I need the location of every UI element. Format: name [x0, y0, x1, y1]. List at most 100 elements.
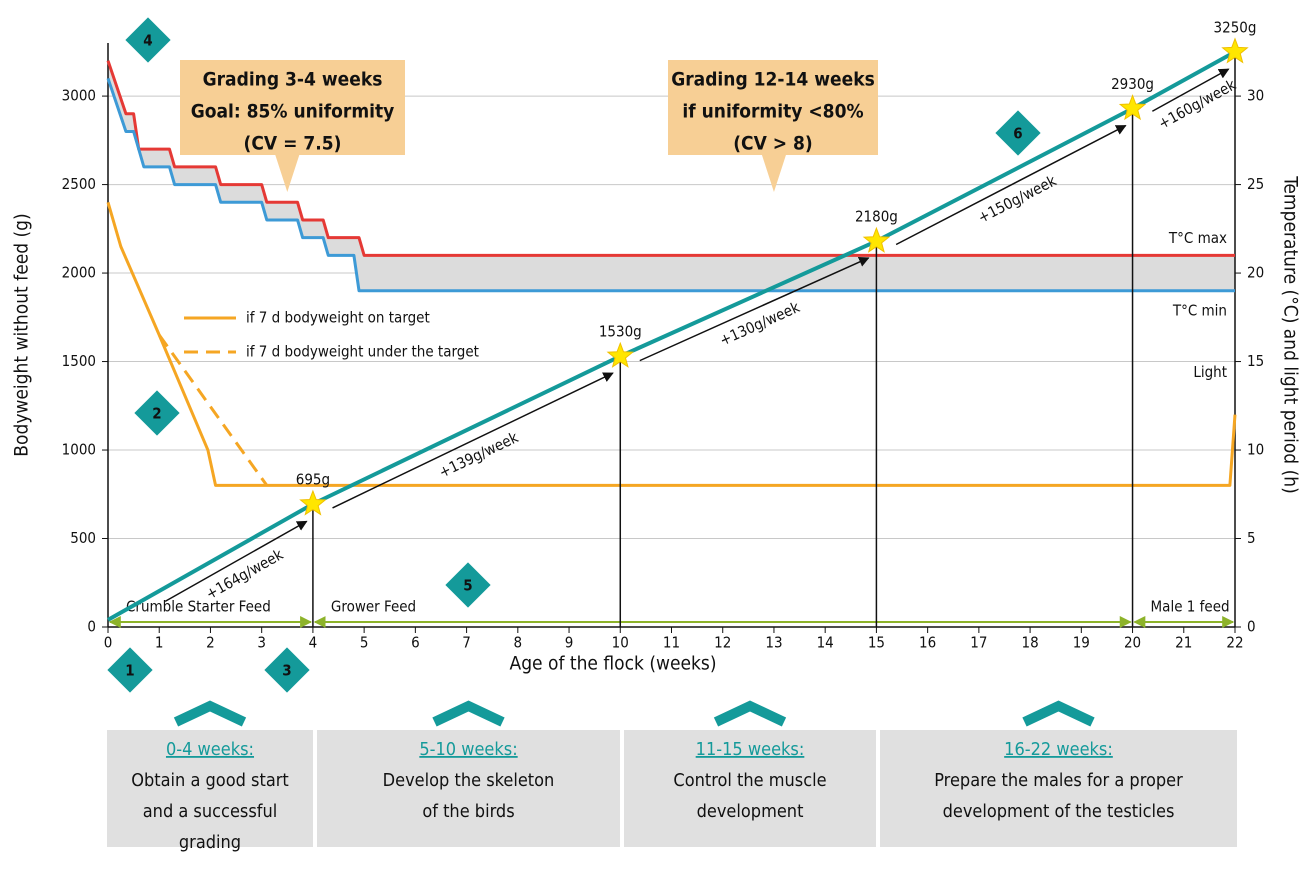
badge-number: 1 — [125, 662, 134, 680]
phase-text: Obtain a good start — [131, 770, 289, 791]
phase-text: Control the muscle — [673, 770, 826, 791]
callout-box — [180, 60, 405, 192]
y-tick-label: 2000 — [62, 264, 96, 282]
rate-arrow — [332, 372, 614, 509]
rate-label: +164g/week — [203, 545, 287, 603]
chevron — [432, 700, 505, 727]
bodyweight-star — [1118, 94, 1147, 121]
badge-number: 2 — [152, 405, 161, 423]
callout-text: Goal: 85% uniformity — [191, 101, 395, 123]
badge-number: 4 — [143, 32, 152, 50]
y-tick-label: 1000 — [62, 441, 96, 459]
feed-label: Grower Feed — [331, 598, 416, 616]
x-tick-label: 11 — [663, 634, 680, 652]
y2-axis-label: Temperature (°C) and light period (h) — [1280, 175, 1302, 494]
feed-label: Crumble Starter Feed — [126, 598, 271, 616]
x-tick-label: 15 — [868, 634, 885, 652]
y-tick-label: 2500 — [62, 175, 96, 193]
legend-label: if 7 d bodyweight under the target — [246, 343, 479, 361]
phase-title: 5-10 weeks: — [419, 739, 517, 760]
chevron — [173, 700, 247, 727]
phase-box — [880, 730, 1237, 847]
rate-arrow — [639, 256, 870, 362]
x-tick-label: 6 — [411, 634, 420, 652]
x-tick-label: 4 — [309, 634, 318, 652]
badge-number: 3 — [282, 662, 291, 680]
x-tick-label: 21 — [1175, 634, 1192, 652]
x-tick-label: 16 — [919, 634, 936, 652]
y-tick-label: 500 — [70, 529, 96, 547]
y2-tick-label: 5 — [1247, 529, 1256, 547]
callout-text: if uniformity <80% — [682, 101, 863, 123]
phase-text: and a successful — [143, 801, 278, 822]
series-label: Light — [1193, 363, 1227, 381]
callout-text: (CV > 8) — [733, 133, 813, 155]
phase-title: 0-4 weeks: — [166, 739, 254, 760]
phase-text: Develop the skeleton — [383, 770, 555, 791]
rate-label: +150g/week — [975, 171, 1059, 226]
rate-arrow — [164, 520, 308, 603]
x-tick-label: 17 — [970, 634, 987, 652]
x-tick-label: 20 — [1124, 634, 1141, 652]
series-label: T°C min — [1172, 301, 1227, 319]
y-tick-label: 1500 — [62, 352, 96, 370]
series-line — [106, 201, 1237, 487]
callout-text: (CV = 7.5) — [244, 133, 342, 155]
phase-text: development of the testicles — [943, 801, 1175, 822]
y-tick-label: 3000 — [62, 87, 96, 105]
phase-box — [624, 730, 876, 847]
series-line — [158, 334, 269, 487]
phase-text: development — [697, 801, 804, 822]
rate-arrow — [1151, 68, 1230, 112]
y-axis-label: Bodyweight without feed (g) — [11, 213, 33, 456]
x-tick-label: 8 — [514, 634, 523, 652]
phase-text: of the birds — [422, 801, 514, 822]
feed-label: Male 1 feed — [1151, 598, 1230, 616]
x-tick-label: 3 — [257, 634, 266, 652]
value-label: 695g — [296, 471, 330, 489]
x-tick-label: 7 — [462, 634, 471, 652]
x-tick-label: 1 — [155, 634, 164, 652]
series-line — [106, 60, 1235, 257]
badge — [125, 17, 171, 63]
series-line — [106, 77, 1235, 293]
bodyweight-star — [862, 226, 891, 253]
rate-arrow — [895, 124, 1127, 246]
x-tick-label: 22 — [1226, 634, 1243, 652]
x-tick-label: 10 — [612, 634, 629, 652]
phase-title: 11-15 weeks: — [696, 739, 805, 760]
phase-box — [317, 730, 620, 847]
bodyweight-star — [1221, 37, 1249, 64]
x-tick-label: 12 — [714, 634, 731, 652]
y-tick-label: 0 — [87, 618, 96, 636]
y2-tick-label: 0 — [1247, 618, 1256, 636]
temperature-band — [108, 60, 1235, 291]
phase-text: grading — [179, 832, 241, 853]
series-line — [107, 50, 1236, 622]
rate-label: +139g/week — [436, 428, 521, 481]
callout-text: Grading 3-4 weeks — [203, 69, 383, 91]
x-tick-label: 9 — [565, 634, 574, 652]
callout-text: Grading 12-14 weeks — [671, 69, 875, 91]
x-tick-label: 19 — [1073, 634, 1090, 652]
y2-tick-label: 25 — [1247, 175, 1264, 193]
bodyweight-star — [606, 341, 634, 368]
callout-box — [668, 60, 878, 192]
x-tick-label: 13 — [765, 634, 782, 652]
x-tick-label: 0 — [104, 634, 113, 652]
y2-tick-label: 15 — [1247, 352, 1264, 370]
x-axis-label: Age of the flock (weeks) — [510, 653, 717, 675]
badge-number: 6 — [1013, 125, 1022, 143]
x-tick-label: 18 — [1022, 634, 1039, 652]
series-label: T°C max — [1168, 229, 1227, 247]
y2-tick-label: 10 — [1247, 441, 1264, 459]
value-label: 3250g — [1214, 18, 1257, 36]
badge-number: 5 — [463, 577, 472, 595]
x-tick-label: 5 — [360, 634, 369, 652]
phase-text: Prepare the males for a proper — [934, 770, 1183, 791]
chevron — [713, 700, 787, 727]
value-label: 2930g — [1111, 75, 1154, 93]
value-label: 2180g — [855, 208, 898, 226]
x-tick-label: 2 — [206, 634, 215, 652]
